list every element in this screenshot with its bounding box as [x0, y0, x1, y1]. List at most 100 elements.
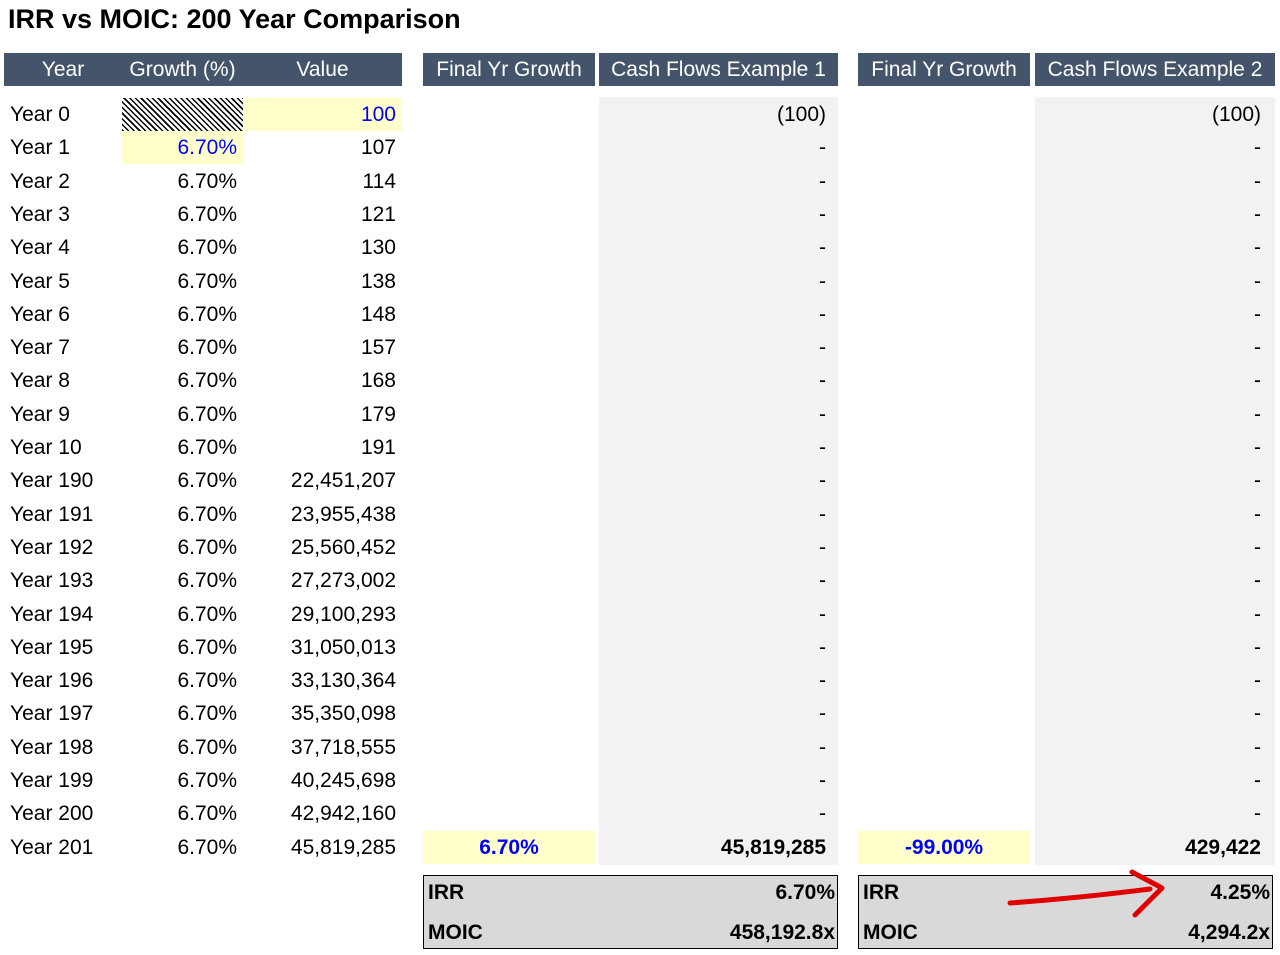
- table-cell: 25,560,452: [290, 535, 396, 559]
- table-cell: -: [1254, 169, 1261, 193]
- table-cell: 33,130,364: [290, 669, 396, 693]
- table-cell: -: [1254, 236, 1261, 260]
- table-cell: 114: [362, 169, 396, 193]
- table-cell: -: [1254, 436, 1261, 459]
- table-cell: [858, 398, 1030, 431]
- table-cell: Year 194: [10, 602, 94, 626]
- table-cell: 6.70%: [177, 236, 237, 260]
- table-cell: [858, 797, 1030, 830]
- table-cell: [858, 498, 1030, 531]
- table-cell: [423, 398, 595, 431]
- table-cell: -: [819, 402, 826, 426]
- table-cell: -: [1254, 136, 1261, 160]
- table-cell: -: [1254, 635, 1261, 659]
- table-cell: Year 198: [10, 735, 94, 759]
- column-header: Cash Flows Example 1: [599, 53, 838, 86]
- table-cell: -: [1254, 535, 1261, 559]
- table-cell: -: [819, 369, 826, 393]
- table-cell: 45,819,285: [720, 835, 826, 859]
- table-cell: Year 2: [10, 169, 70, 193]
- table-cell: [858, 531, 1030, 564]
- table-cell: -: [819, 735, 826, 759]
- table-cell: 6.70%: [177, 602, 237, 626]
- table-cell: 6.70%: [177, 835, 237, 859]
- table-cell: Year 201: [10, 835, 94, 859]
- table-cell: -: [819, 569, 826, 593]
- table-cell: 168: [360, 369, 396, 393]
- table-cell: -: [1254, 302, 1261, 326]
- table-cell: 6.70%: [177, 569, 237, 593]
- table-cell: -: [1254, 602, 1261, 626]
- column-header: Growth (%): [122, 53, 243, 86]
- table-cell: 6.70%: [177, 436, 237, 459]
- table-cell: [858, 731, 1030, 764]
- table-cell: -: [819, 136, 826, 160]
- table-cell: -: [1254, 369, 1261, 393]
- table-cell: 6.70%: [177, 735, 237, 759]
- table-cell: 107: [360, 136, 396, 160]
- table-cell: 6.70%: [177, 702, 237, 726]
- table-cell: -: [819, 202, 826, 226]
- table-cell: 6.70%: [177, 635, 237, 659]
- summary-value: 4,294.2x: [1188, 921, 1270, 944]
- table-cell: [423, 131, 595, 164]
- table-cell: -: [819, 802, 826, 826]
- table-cell: [858, 231, 1030, 264]
- table-cell: [423, 364, 595, 397]
- table-cell: 6.70%: [177, 369, 237, 393]
- table-cell: 35,350,098: [290, 702, 396, 726]
- table-cell: -: [1254, 769, 1261, 792]
- table-cell: [423, 331, 595, 364]
- table-cell: -: [1254, 269, 1261, 293]
- table-cell: [423, 98, 595, 131]
- table-cell: [423, 231, 595, 264]
- table-cell: -: [819, 669, 826, 693]
- table-cell: [858, 564, 1030, 597]
- table-cell: -: [819, 236, 826, 260]
- table-cell: -: [819, 602, 826, 626]
- table-cell: 121: [360, 202, 396, 226]
- cashflow-column-bg: [1035, 97, 1275, 865]
- column-header: Year: [4, 53, 122, 86]
- table-cell: [423, 697, 595, 730]
- table-cell: -: [819, 302, 826, 326]
- summary-label: IRR: [863, 881, 900, 904]
- table-cell: 138: [360, 269, 396, 293]
- table-cell: Year 1: [10, 136, 70, 160]
- summary-value: 6.70%: [775, 881, 835, 904]
- column-header: Final Yr Growth: [423, 53, 595, 86]
- table-cell: 6.70%: [122, 131, 243, 165]
- table-cell: Year 191: [10, 502, 94, 526]
- sheet-title: IRR vs MOIC: 200 Year Comparison: [8, 4, 461, 34]
- table-cell: 6.70%: [177, 535, 237, 559]
- table-cell: [423, 464, 595, 497]
- table-cell: [858, 265, 1030, 298]
- table-cell: [858, 331, 1030, 364]
- table-cell: -: [1254, 402, 1261, 426]
- table-cell: [858, 131, 1030, 164]
- table-cell: 23,955,438: [290, 502, 396, 526]
- table-cell: [858, 631, 1030, 664]
- table-cell: -: [819, 469, 826, 493]
- table-cell: [858, 464, 1030, 497]
- table-cell: 429,422: [1185, 835, 1261, 859]
- table-cell: [423, 598, 595, 631]
- table-cell: [423, 731, 595, 764]
- table-cell: Year 190: [10, 469, 94, 493]
- table-cell: 27,273,002: [290, 569, 396, 593]
- table-cell: Year 6: [10, 302, 70, 326]
- table-cell: -: [1254, 502, 1261, 526]
- table-cell: -: [819, 502, 826, 526]
- table-cell: -: [819, 535, 826, 559]
- table-cell: -: [1254, 569, 1261, 593]
- table-cell: 157: [360, 336, 396, 360]
- table-cell: 42,942,160: [290, 802, 396, 826]
- table-cell: [858, 697, 1030, 730]
- table-cell: [858, 664, 1030, 697]
- table-cell: -: [1254, 802, 1261, 826]
- table-cell: [423, 431, 595, 464]
- table-cell: -: [819, 635, 826, 659]
- table-cell: -: [819, 269, 826, 293]
- table-cell: 6.70%: [177, 302, 237, 326]
- table-cell: 29,100,293: [290, 602, 396, 626]
